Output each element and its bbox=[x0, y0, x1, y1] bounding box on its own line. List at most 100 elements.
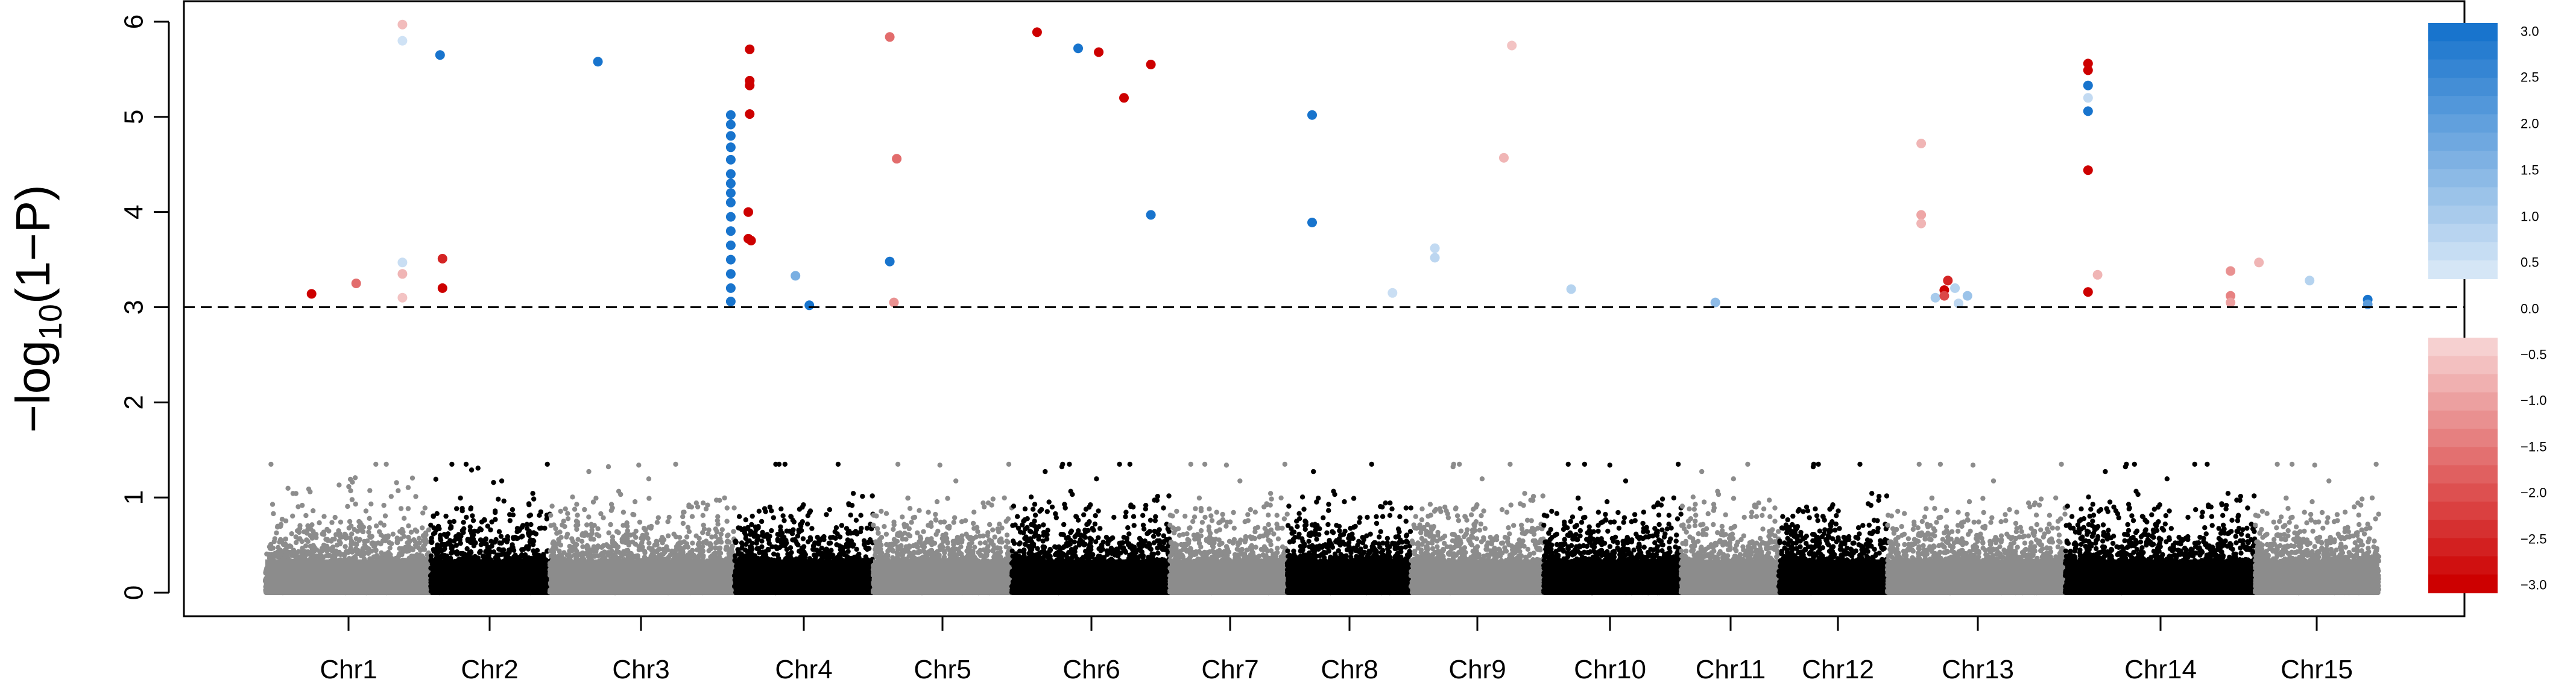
snp-point bbox=[338, 519, 344, 525]
snp-point bbox=[507, 518, 513, 523]
snp-point bbox=[448, 525, 454, 531]
snp-point bbox=[459, 528, 465, 534]
snp-point bbox=[470, 518, 476, 523]
snp-point bbox=[296, 528, 301, 534]
snp-point bbox=[431, 513, 436, 519]
snp-point bbox=[454, 506, 459, 511]
snp-point bbox=[558, 508, 563, 514]
snp-point bbox=[416, 535, 422, 541]
snp-point bbox=[396, 488, 401, 493]
snp-point bbox=[412, 543, 418, 548]
points-layer bbox=[262, 461, 2382, 596]
snp-point bbox=[330, 537, 335, 542]
snp-point bbox=[356, 524, 362, 529]
snp-point bbox=[467, 550, 472, 555]
snp-point bbox=[387, 540, 392, 546]
snp-point bbox=[485, 523, 490, 529]
snp-point bbox=[467, 524, 473, 529]
snp-point bbox=[665, 519, 671, 525]
snp-point bbox=[367, 525, 372, 531]
snp-point bbox=[412, 527, 418, 533]
snp-point bbox=[478, 549, 483, 554]
snp-point bbox=[304, 537, 309, 543]
snp-point bbox=[373, 523, 379, 529]
snp-point bbox=[367, 516, 372, 521]
snp-point bbox=[366, 529, 371, 535]
snp-point bbox=[402, 516, 407, 521]
snp-point bbox=[483, 549, 488, 555]
snp-point bbox=[722, 495, 727, 500]
snp-point bbox=[311, 508, 316, 514]
snp-point bbox=[293, 491, 298, 496]
snp-point bbox=[520, 523, 526, 528]
snp-point bbox=[284, 545, 289, 550]
snp-point bbox=[369, 541, 374, 546]
snp-point bbox=[413, 494, 418, 499]
snp-point bbox=[405, 485, 411, 490]
snp-point bbox=[463, 461, 469, 467]
snp-point bbox=[300, 502, 305, 508]
snp-point bbox=[353, 536, 359, 541]
snp-point bbox=[526, 532, 532, 538]
snp-point bbox=[327, 546, 333, 552]
snp-point bbox=[317, 520, 322, 526]
snp-point bbox=[428, 522, 434, 528]
snp-point bbox=[461, 520, 466, 525]
snp-point bbox=[305, 527, 311, 532]
snp-point bbox=[326, 528, 332, 534]
snp-point bbox=[449, 550, 454, 556]
snp-point bbox=[346, 484, 352, 490]
snp-point bbox=[606, 530, 611, 535]
snp-point bbox=[524, 526, 530, 531]
snp-point bbox=[637, 519, 643, 525]
snp-point bbox=[438, 532, 443, 538]
snp-point bbox=[379, 550, 384, 555]
snp-point bbox=[283, 518, 289, 524]
snp-point bbox=[421, 547, 428, 552]
snp-point bbox=[397, 551, 402, 557]
snp-point bbox=[354, 547, 360, 554]
snp-point bbox=[428, 553, 434, 559]
snp-point bbox=[377, 529, 382, 535]
snp-point bbox=[303, 513, 309, 519]
snp-point bbox=[364, 544, 370, 550]
snp-point bbox=[303, 543, 309, 549]
snp-point bbox=[468, 506, 473, 512]
snp-point bbox=[453, 536, 459, 542]
snp-point bbox=[321, 514, 327, 519]
chromosome-points bbox=[428, 461, 553, 596]
snp-point bbox=[565, 511, 570, 516]
snp-point bbox=[434, 546, 440, 552]
snp-point bbox=[532, 551, 538, 557]
snp-point bbox=[350, 479, 355, 485]
snp-point bbox=[632, 499, 638, 505]
snp-density-block bbox=[265, 559, 431, 595]
snp-point bbox=[636, 462, 642, 468]
snp-point bbox=[277, 547, 283, 553]
snp-point bbox=[469, 467, 475, 473]
snp-point bbox=[369, 534, 374, 539]
snp-point bbox=[272, 552, 277, 558]
snp-point bbox=[373, 547, 379, 553]
snp-point bbox=[544, 516, 549, 522]
snp-point bbox=[342, 531, 348, 537]
snp-point bbox=[332, 555, 338, 560]
snp-point bbox=[268, 461, 274, 467]
snp-point bbox=[285, 485, 291, 491]
snp-point bbox=[538, 525, 544, 531]
snp-point bbox=[271, 539, 277, 544]
snp-point bbox=[306, 486, 312, 492]
snp-point bbox=[397, 529, 403, 534]
snp-point bbox=[329, 520, 335, 525]
snp-point bbox=[347, 535, 353, 541]
snp-point bbox=[504, 551, 510, 557]
snp-point bbox=[309, 522, 315, 528]
snp-point bbox=[525, 546, 531, 552]
snp-point bbox=[528, 537, 534, 543]
snp-point bbox=[507, 512, 513, 517]
snp-point bbox=[531, 496, 537, 502]
snp-point bbox=[528, 522, 534, 528]
snp-point bbox=[451, 519, 456, 525]
